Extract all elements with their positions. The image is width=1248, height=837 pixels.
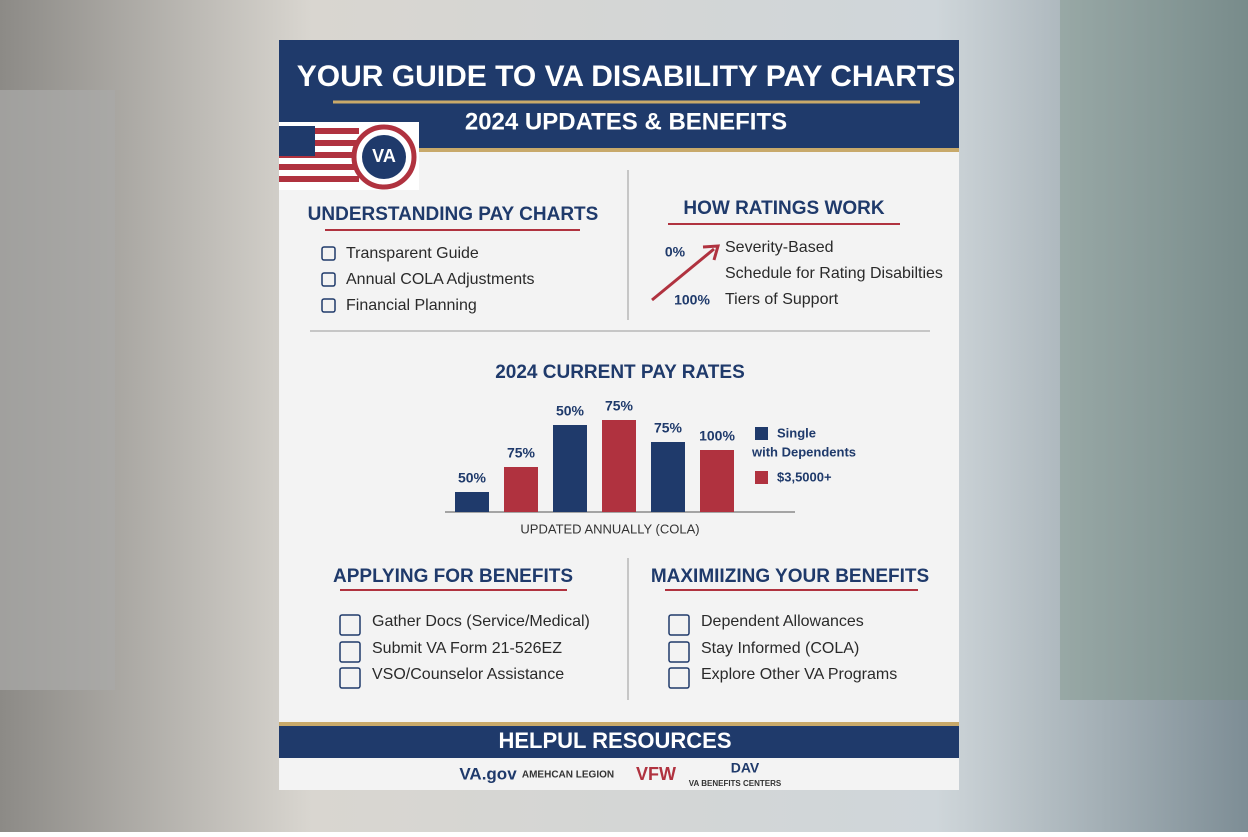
section-title: HOW RATINGS WORK [683, 198, 885, 219]
icon [339, 641, 361, 663]
bar [504, 467, 538, 512]
bar-label: 100% [699, 428, 735, 444]
legend-label: $3,5000+ [777, 469, 832, 484]
gold-strip [279, 722, 959, 726]
resource-logo: DAV [731, 760, 760, 776]
window [1060, 0, 1248, 700]
bar-label: 75% [605, 398, 634, 414]
footer-band [279, 726, 959, 758]
resource-logo: VFW [636, 764, 676, 784]
flag-logo [279, 122, 419, 190]
icon [668, 641, 690, 663]
legend-swatch [755, 471, 768, 484]
icon [321, 246, 336, 261]
list-item: VSO/Counselor Assistance [372, 666, 564, 683]
subtitle: 2024 UPDATES & BENEFITS [465, 108, 787, 135]
list-item: Stay Informed (COLA) [701, 640, 859, 657]
resource-logo: AMEHCAN LEGION [522, 770, 614, 781]
list-item: Severity-Based [725, 239, 834, 256]
rating-low: 0% [665, 244, 686, 260]
resource-logo: VA BENEFITS CENTERS [689, 779, 782, 788]
bar [553, 425, 587, 512]
icon [339, 667, 361, 689]
list-item: Financial Planning [346, 297, 477, 314]
bar [651, 442, 685, 512]
list-item: Explore Other VA Programs [701, 666, 897, 683]
section-title: APPLYING FOR BENEFITS [333, 566, 573, 587]
va-logo: VA [372, 146, 396, 166]
arrow-head [702, 244, 721, 261]
icon [321, 272, 336, 287]
resource-logo: VA.gov [459, 764, 517, 783]
list-item: Schedule for Rating Disabilties [725, 265, 943, 282]
list-item: Annual COLA Adjustments [346, 271, 535, 288]
legend-swatch [755, 427, 768, 440]
section-title: UNDERSTANDING PAY CHARTS [308, 204, 599, 225]
chart-title: 2024 CURRENT PAY RATES [495, 362, 745, 383]
list-item: Dependent Allowances [701, 613, 864, 630]
list-item: Gather Docs (Service/Medical) [372, 613, 590, 630]
list-item: Transparent Guide [346, 245, 479, 262]
bar-label: 75% [654, 420, 683, 436]
rating-high: 100% [674, 292, 710, 308]
bar-label: 50% [556, 403, 585, 419]
legend-label: Single [777, 425, 816, 440]
pillar [0, 90, 115, 690]
bar [455, 492, 489, 512]
bar [602, 420, 636, 512]
section-title: MAXIMIIZING YOUR BENEFITS [651, 566, 929, 587]
icon [321, 298, 336, 313]
x-axis-label: UPDATED ANNUALLY (COLA) [520, 521, 699, 536]
icon [668, 614, 690, 636]
bar-label: 50% [458, 470, 487, 486]
title: YOUR GUIDE TO VA DISABILITY PAY CHARTS [297, 60, 955, 93]
list-item: Submit VA Form 21-526EZ [372, 640, 562, 657]
icon [668, 667, 690, 689]
list-item: Tiers of Support [725, 291, 839, 308]
gold-strip [279, 148, 959, 152]
bar-label: 75% [507, 445, 536, 461]
bar [700, 450, 734, 512]
legend-label: with Dependents [751, 444, 856, 459]
footer-title: HELPUL RESOURCES [498, 728, 731, 753]
icon [339, 614, 361, 636]
arrow [651, 247, 715, 302]
